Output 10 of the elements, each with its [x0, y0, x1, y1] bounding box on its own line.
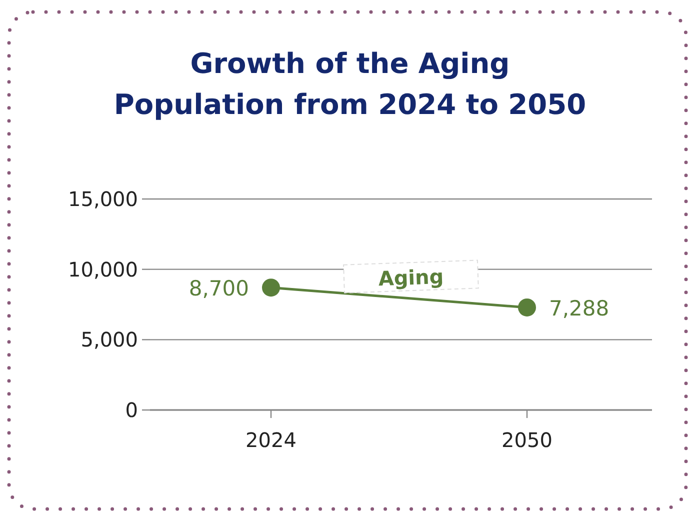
series-label: Aging	[378, 264, 444, 291]
y-tick-label: 5,000	[80, 328, 138, 352]
y-tick-label: 15,000	[68, 187, 138, 211]
chart-title: Growth of the Aging Population from 2024 to 2050	[114, 47, 586, 121]
text: 7,288	[549, 296, 610, 320]
x-tick-label: 2050	[502, 428, 552, 452]
y-tick-label: 0	[125, 398, 138, 422]
x-tick-label: 2024	[246, 428, 296, 452]
y-tick-label: 10,000	[68, 257, 138, 282]
text: 8,700	[188, 276, 249, 301]
